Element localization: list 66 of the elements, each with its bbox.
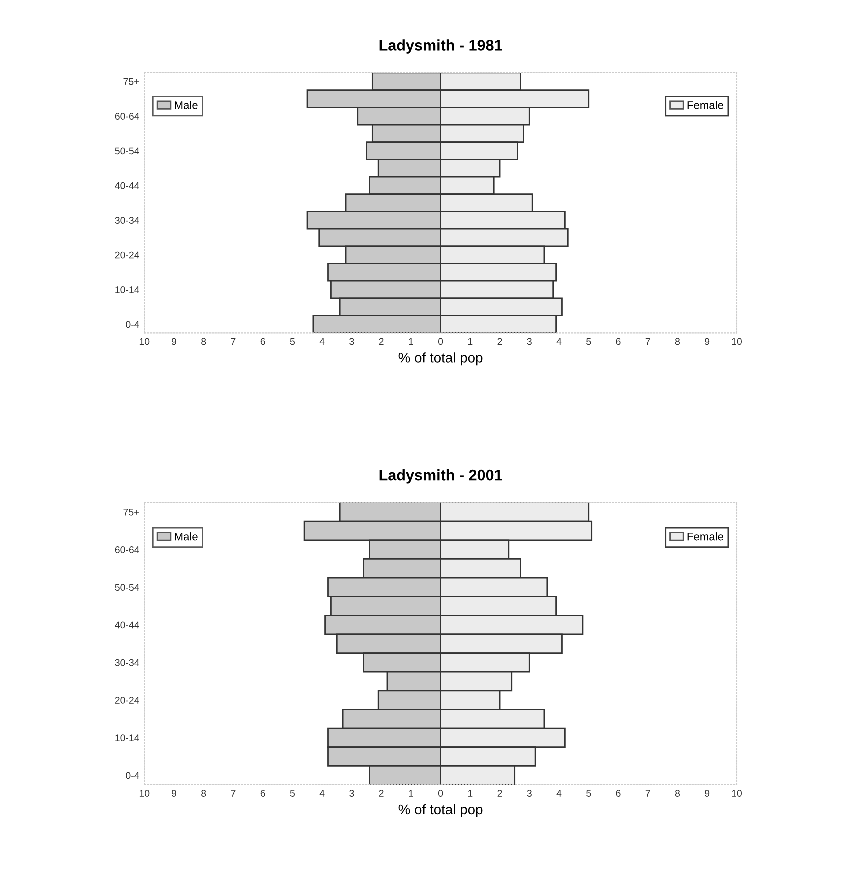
y-tick-label: 30-34 [115, 659, 140, 666]
x-tick-label: 1 [409, 790, 414, 797]
y-tick-label: 0-4 [126, 772, 140, 780]
x-tick-label: 4 [320, 338, 325, 346]
x-tick-label: 9 [705, 338, 710, 346]
x-tick-label: 7 [646, 790, 650, 797]
x-axis-title: % of total pop [398, 352, 483, 366]
chart-title: Ladysmith - 2001 [380, 469, 502, 484]
x-tick-label: 3 [527, 338, 532, 346]
y-tick-label: 20-24 [115, 697, 140, 704]
x-tick-label: 4 [556, 338, 562, 346]
y-tick-label: 75+ [124, 78, 140, 86]
x-tick-label: 2 [379, 338, 384, 346]
x-axis-title: % of total pop [398, 804, 483, 818]
x-tick-label: 7 [231, 338, 236, 346]
y-tick-label: 50-54 [115, 148, 140, 155]
x-tick-label: 6 [260, 790, 266, 797]
x-tick-label: 6 [260, 338, 266, 346]
x-tick-label: 4 [320, 790, 325, 797]
x-tick-label: 9 [172, 790, 176, 797]
x-tick-label: 2 [498, 338, 502, 346]
x-tick-label: 0 [438, 338, 444, 346]
legend-label: Female [688, 101, 724, 110]
legend-label: Male [175, 532, 198, 541]
x-tick-label: 2 [379, 790, 384, 797]
x-tick-label: 1 [468, 338, 473, 346]
x-tick-label: 10 [140, 338, 150, 346]
y-tick-label: 0-4 [126, 321, 140, 328]
x-tick-label: 8 [675, 338, 680, 346]
y-tick-label: 40-44 [115, 622, 140, 629]
x-tick-label: 7 [646, 338, 650, 346]
x-tick-label: 8 [202, 338, 206, 346]
x-tick-label: 9 [172, 338, 176, 346]
x-tick-label: 9 [705, 790, 710, 797]
x-tick-label: 5 [290, 338, 296, 346]
y-tick-label: 20-24 [115, 252, 140, 259]
y-tick-label: 10-14 [116, 286, 140, 294]
x-tick-label: 2 [498, 790, 502, 797]
x-tick-label: 3 [350, 338, 354, 346]
x-tick-label: 5 [586, 338, 592, 346]
y-tick-label: 10-14 [116, 734, 140, 742]
y-tick-label: 75+ [124, 509, 140, 516]
x-tick-label: 0 [438, 790, 444, 797]
x-tick-label: 4 [556, 790, 562, 797]
legend-label: Male [175, 101, 198, 110]
x-tick-label: 10 [732, 338, 742, 346]
y-tick-label: 60-64 [115, 113, 140, 120]
y-tick-label: 40-44 [115, 182, 140, 190]
x-tick-label: 3 [527, 790, 532, 797]
x-tick-label: 1 [409, 338, 414, 346]
x-tick-label: 5 [290, 790, 296, 797]
x-tick-label: 3 [350, 790, 354, 797]
x-tick-label: 6 [616, 338, 621, 346]
x-tick-label: 6 [616, 790, 621, 797]
y-tick-label: 50-54 [115, 584, 140, 592]
x-tick-label: 8 [675, 790, 680, 797]
x-tick-label: 7 [231, 790, 236, 797]
x-tick-label: 5 [586, 790, 592, 797]
chart-title: Ladysmith - 1981 [380, 40, 502, 54]
x-tick-label: 10 [732, 790, 742, 797]
y-tick-label: 30-34 [115, 217, 140, 224]
legend-label: Female [688, 532, 724, 541]
x-tick-label: 1 [468, 790, 473, 797]
y-tick-label: 60-64 [115, 546, 140, 554]
x-tick-label: 8 [202, 790, 206, 797]
x-tick-label: 10 [140, 790, 150, 797]
